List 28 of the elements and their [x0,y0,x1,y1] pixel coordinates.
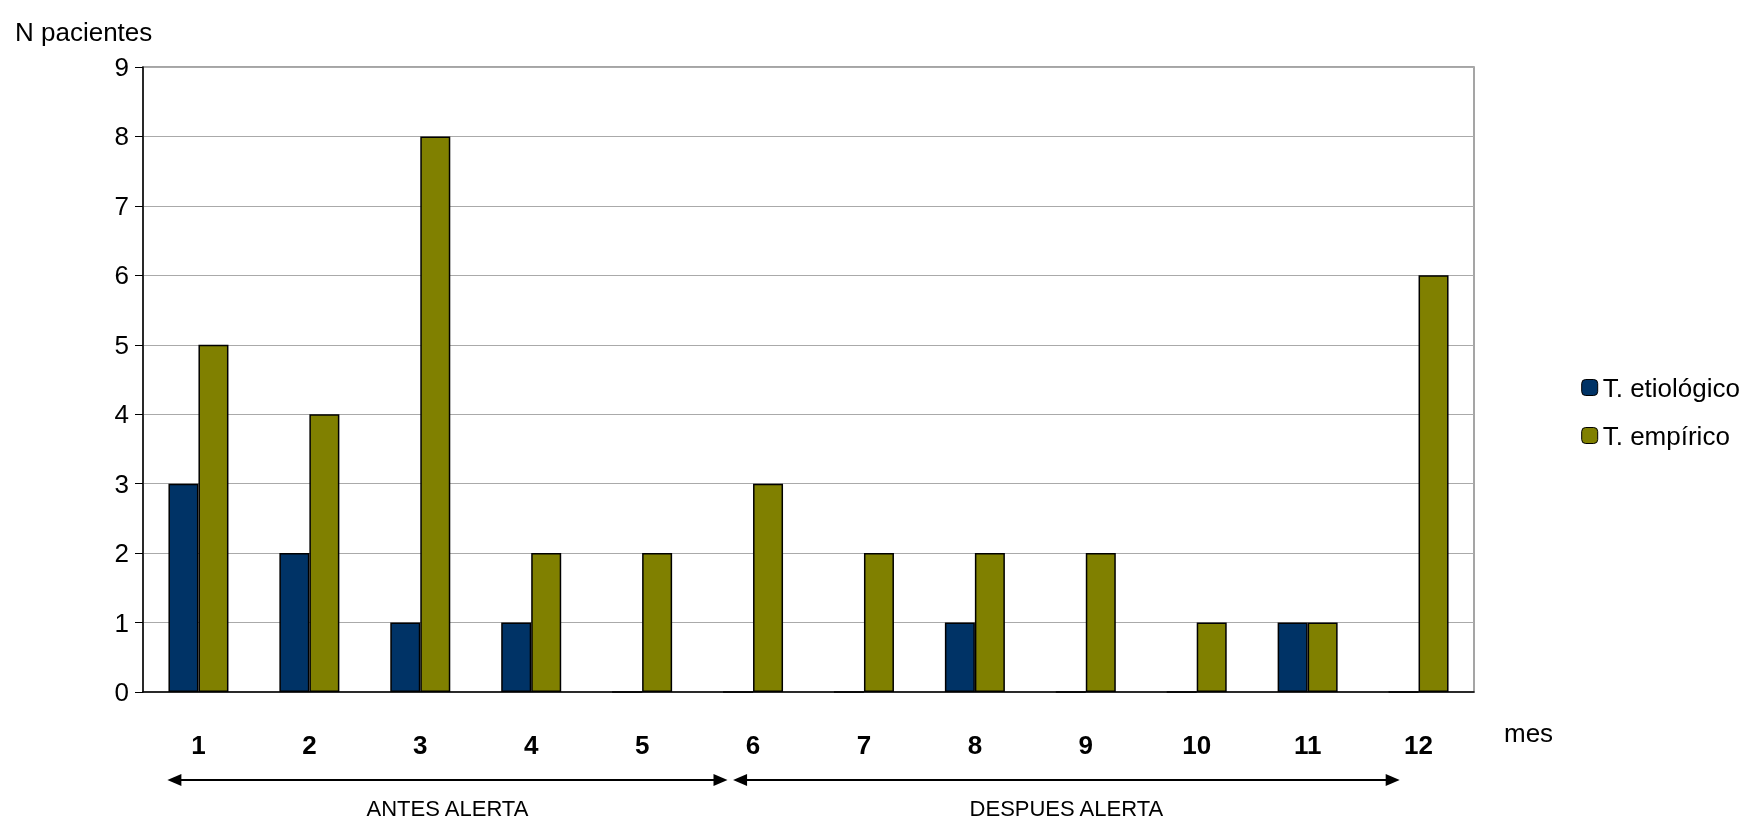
y-tick-label: 7 [114,190,129,221]
y-tick-label: 3 [114,468,129,499]
x-tick-label: 4 [523,730,539,760]
y-tick-label: 1 [114,607,129,638]
x-tick-label: 11 [1293,730,1322,760]
x-tick-label: 3 [413,730,428,760]
y-tick-label: 9 [114,52,129,82]
x-tick-label: 6 [745,730,761,760]
y-tick-label: 2 [114,538,129,569]
x-tick-label: 5 [634,730,650,760]
y-tick-label: 4 [114,399,129,430]
x-tick-label: 1 [191,730,206,760]
y-tick-label: 8 [114,121,129,152]
x-tick-label: 7 [856,730,872,760]
x-tick-label: 12 [1404,730,1433,760]
x-axis-title: mes [1504,718,1554,748]
x-tick-label: 2 [302,730,317,760]
y-tick-label: 5 [114,329,129,360]
y-axis-title: N pacientes [15,17,153,47]
x-tick-label: 9 [1078,730,1094,760]
y-tick-label: 6 [114,260,129,291]
text: DESPUES ALERTA [969,796,1164,822]
x-tick-label: 10 [1182,730,1212,760]
text: ANTES ALERTA [366,796,529,822]
legend-label: T. empírico [1602,420,1730,451]
legend-label: T. etiológico [1602,372,1741,403]
x-tick-label: 8 [967,730,983,760]
y-tick-label: 0 [114,677,129,707]
